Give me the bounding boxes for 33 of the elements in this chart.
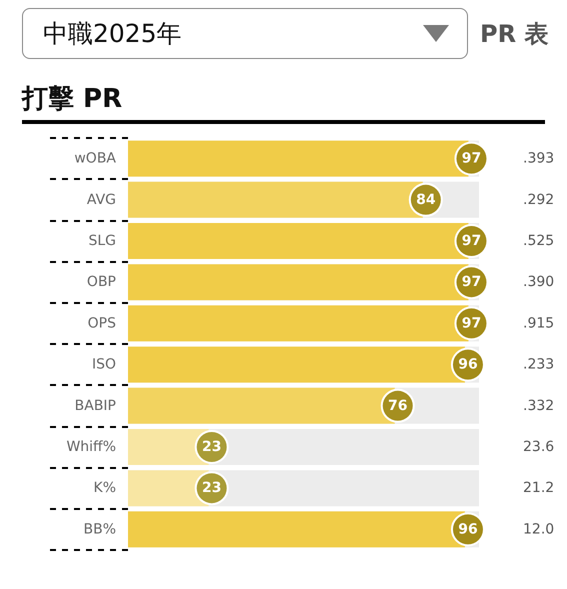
y-tick-label: BABIP bbox=[74, 398, 116, 414]
text: .525 bbox=[523, 233, 554, 249]
data-label: 76 bbox=[388, 398, 408, 414]
text: 12.0 bbox=[523, 521, 554, 538]
y-tick-label: SLG bbox=[88, 233, 116, 249]
data-label: 23 bbox=[202, 439, 222, 455]
text: PR 表 bbox=[480, 18, 548, 50]
text: .393 bbox=[523, 150, 554, 167]
data-label: 97 bbox=[462, 150, 482, 167]
text: .390 bbox=[523, 274, 554, 290]
data-label: 96 bbox=[458, 521, 478, 538]
data-label: 23 bbox=[202, 480, 222, 496]
y-tick-label: ISO bbox=[92, 356, 116, 373]
y-tick-label: OBP bbox=[86, 274, 116, 290]
y-tick-label: wOBA bbox=[74, 150, 116, 167]
data-label: 97 bbox=[462, 315, 482, 332]
chart-title: 打擊 PR bbox=[22, 81, 545, 124]
data-label: 97 bbox=[462, 233, 482, 249]
y-tick-label: Whiff% bbox=[66, 439, 116, 455]
text: 21.2 bbox=[523, 480, 554, 496]
y-tick-label: K% bbox=[94, 480, 116, 496]
text: .292 bbox=[523, 192, 554, 208]
text: .915 bbox=[523, 315, 554, 332]
data-label: 97 bbox=[462, 274, 482, 290]
data-label: 96 bbox=[458, 356, 478, 373]
text: .233 bbox=[523, 356, 554, 373]
data-label: 84 bbox=[416, 192, 436, 208]
chart-subtitle: 中職2025年 bbox=[43, 18, 182, 50]
y-tick-label: OPS bbox=[88, 315, 116, 332]
text: 23.6 bbox=[523, 439, 554, 455]
y-tick-label: BB% bbox=[83, 521, 116, 538]
y-tick-label: AVG bbox=[86, 192, 116, 208]
text: .332 bbox=[523, 398, 554, 414]
